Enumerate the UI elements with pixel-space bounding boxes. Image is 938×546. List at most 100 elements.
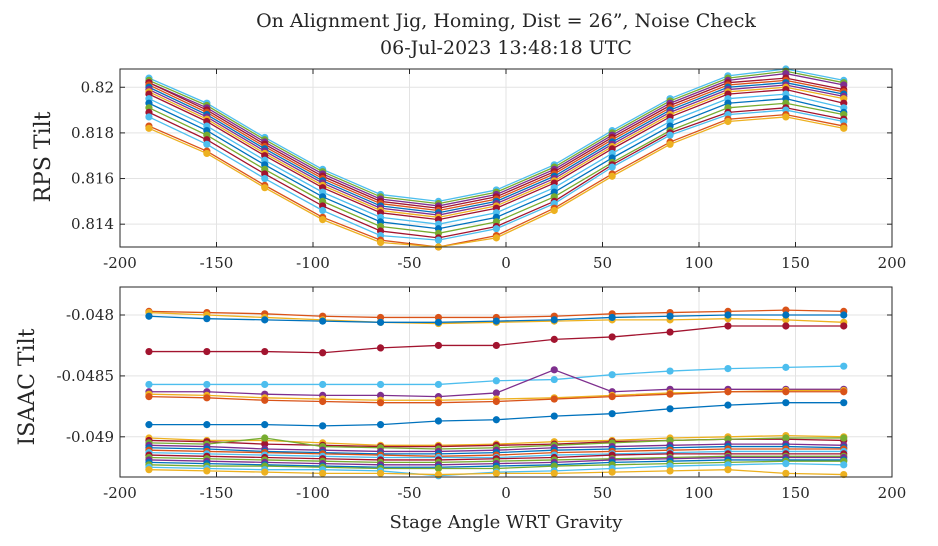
- isaac-data-point: [782, 469, 790, 477]
- isaac-data-point: [261, 316, 269, 324]
- isaac-data-point: [434, 470, 443, 479]
- isaac-ticks: -200 -150 -100 -50 0 50 100 150 200 -0.048 -0.0485…: [56, 287, 906, 502]
- isaac-data-point: [782, 311, 790, 319]
- rps-data-point: [782, 113, 790, 121]
- isaac-data-point: [608, 468, 616, 476]
- isaac-data-point: [782, 322, 790, 330]
- isaac-data-point: [319, 397, 327, 406]
- isaac-data-point: [782, 363, 790, 371]
- isaac-data-point: [145, 421, 153, 429]
- isaac-data-point: [840, 470, 848, 479]
- isaac-data-point: [261, 468, 269, 476]
- rps-x-tick-label: 100: [685, 254, 714, 272]
- rps-series-group: [145, 65, 848, 251]
- isaac-data-point: [261, 380, 269, 389]
- isaac-y-axis-label: ISAAC Tilt: [15, 328, 40, 445]
- isaac-x-tick-label: 0: [501, 484, 511, 502]
- isaac-data-point: [840, 388, 848, 396]
- rps-y-tick-label: 0.818: [71, 124, 114, 142]
- isaac-series-8: [145, 399, 848, 430]
- isaac-data-point: [434, 399, 443, 407]
- isaac-data-point: [608, 371, 616, 379]
- isaac-data-point: [492, 469, 500, 477]
- rps-data-point: [261, 184, 269, 192]
- isaac-x-tick-label: -200: [103, 484, 137, 502]
- rps-data-point: [840, 124, 848, 132]
- isaac-data-point: [666, 328, 674, 336]
- rps-data-point: [492, 234, 500, 242]
- rps-y-tick-label: 0.82: [81, 78, 114, 96]
- isaac-data-point: [376, 421, 385, 429]
- isaac-data-point: [319, 380, 327, 389]
- isaac-x-tick-label: -150: [200, 484, 234, 502]
- rps-data-point: [145, 113, 153, 121]
- rps-data-point: [666, 131, 674, 139]
- isaac-data-point: [203, 394, 211, 402]
- isaac-data-point: [434, 318, 443, 326]
- rps-x-tick-label: -100: [296, 254, 330, 272]
- isaac-data-point: [550, 395, 558, 403]
- isaac-data-point: [840, 461, 848, 469]
- rps-y-tick-label: 0.816: [71, 170, 114, 188]
- isaac-data-point: [724, 401, 732, 409]
- isaac-data-point: [434, 341, 443, 350]
- rps-x-tick-label: -200: [103, 254, 137, 272]
- isaac-data-point: [666, 367, 674, 375]
- isaac-data-point: [608, 393, 616, 401]
- isaac-data-point: [376, 469, 385, 477]
- rps-data-point: [434, 236, 443, 244]
- rps-tilt-panel: -200 -150 -100 -50 0 50 100 150 200 0.814 0.816 0.8…: [31, 65, 906, 272]
- isaac-data-point: [261, 421, 269, 429]
- isaac-data-point: [492, 416, 500, 424]
- isaac-data-point: [724, 365, 732, 373]
- isaac-data-point: [203, 421, 211, 429]
- isaac-x-tick-label: -50: [397, 484, 421, 502]
- rps-series-13: [145, 106, 848, 244]
- isaac-data-point: [550, 375, 558, 384]
- isaac-data-point: [840, 399, 848, 407]
- isaac-y-tick-label: -0.049: [66, 428, 114, 446]
- rps-x-tick-label: 200: [878, 254, 907, 272]
- rps-data-point: [319, 206, 327, 215]
- rps-x-tick-label: -50: [397, 254, 421, 272]
- isaac-data-point: [203, 467, 211, 475]
- isaac-data-point: [492, 377, 500, 385]
- isaac-data-point: [550, 316, 558, 324]
- isaac-x-tick-label: 200: [878, 484, 907, 502]
- isaac-data-point: [724, 466, 732, 474]
- isaac-tilt-panel: -200 -150 -100 -50 0 50 100 150 200 -0.048 -0.0485…: [15, 286, 906, 533]
- isaac-data-point: [840, 322, 848, 330]
- isaac-data-point: [666, 467, 674, 475]
- isaac-data-point: [319, 349, 327, 357]
- rps-data-point: [145, 124, 153, 132]
- isaac-y-tick-label: -0.048: [66, 306, 114, 324]
- isaac-data-point: [492, 317, 500, 325]
- isaac-data-point: [145, 312, 153, 320]
- isaac-data-point: [666, 312, 674, 320]
- isaac-series-2: [145, 311, 848, 326]
- rps-data-point: [608, 172, 616, 180]
- isaac-data-point: [376, 344, 385, 352]
- chart-subtitle: 06-Jul-2023 13:48:18 UTC: [380, 37, 632, 59]
- isaac-data-point: [608, 333, 616, 341]
- isaac-data-point: [261, 396, 269, 404]
- isaac-data-point: [550, 335, 558, 343]
- rps-data-point: [666, 140, 674, 148]
- isaac-data-point: [145, 380, 153, 389]
- isaac-x-tick-label: 50: [593, 484, 612, 502]
- isaac-data-point: [492, 397, 500, 406]
- isaac-data-point: [319, 469, 327, 477]
- isaac-data-point: [782, 388, 790, 396]
- isaac-series-group: [145, 306, 848, 480]
- isaac-data-point: [434, 464, 443, 473]
- isaac-y-tick-label: -0.0485: [56, 367, 114, 385]
- isaac-data-point: [840, 362, 848, 370]
- isaac-data-point: [376, 318, 385, 326]
- isaac-data-point: [666, 405, 674, 413]
- isaac-data-point: [319, 422, 327, 430]
- isaac-data-point: [203, 315, 211, 323]
- isaac-data-point: [724, 388, 732, 396]
- isaac-series-3: [145, 322, 848, 357]
- rps-data-point: [319, 216, 327, 224]
